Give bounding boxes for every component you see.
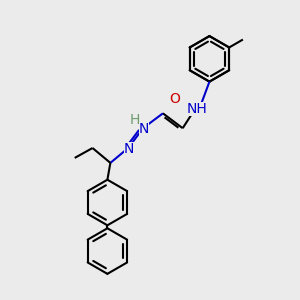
Text: NH: NH bbox=[186, 102, 207, 116]
Text: H: H bbox=[130, 113, 140, 127]
Text: O: O bbox=[169, 92, 180, 106]
Text: N: N bbox=[139, 122, 149, 136]
Text: N: N bbox=[124, 142, 134, 156]
